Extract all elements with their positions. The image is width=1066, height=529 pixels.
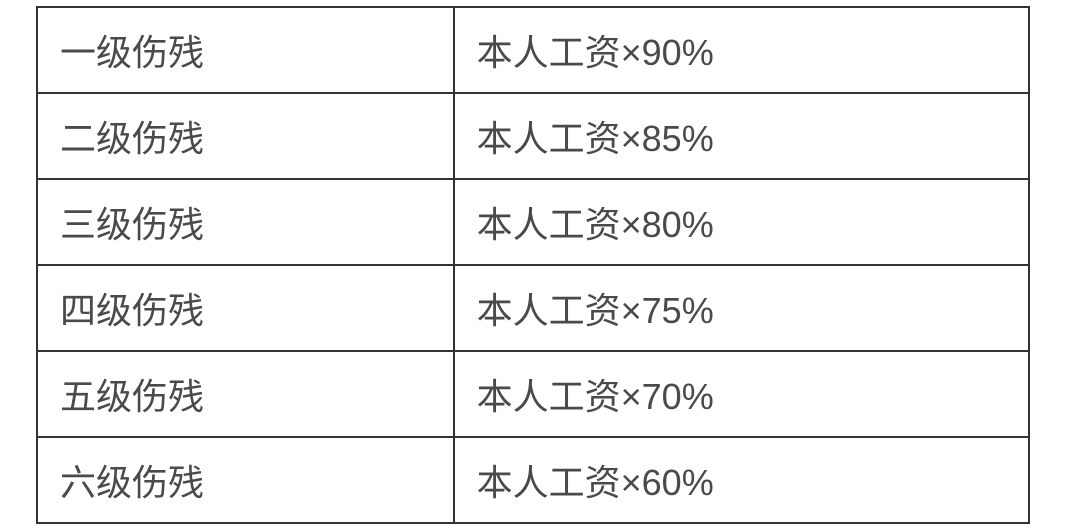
compensation-cell: 本人工资×85% bbox=[454, 93, 1029, 179]
table-row: 一级伤残 本人工资×90% bbox=[37, 7, 1029, 93]
compensation-cell: 本人工资×80% bbox=[454, 179, 1029, 265]
compensation-cell: 本人工资×75% bbox=[454, 265, 1029, 351]
table-row: 六级伤残 本人工资×60% bbox=[37, 437, 1029, 523]
level-cell: 一级伤残 bbox=[37, 7, 454, 93]
level-cell: 四级伤残 bbox=[37, 265, 454, 351]
compensation-cell: 本人工资×60% bbox=[454, 437, 1029, 523]
level-cell: 二级伤残 bbox=[37, 93, 454, 179]
table-row: 三级伤残 本人工资×80% bbox=[37, 179, 1029, 265]
table-row: 五级伤残 本人工资×70% bbox=[37, 351, 1029, 437]
table-row: 四级伤残 本人工资×75% bbox=[37, 265, 1029, 351]
compensation-cell: 本人工资×70% bbox=[454, 351, 1029, 437]
level-cell: 六级伤残 bbox=[37, 437, 454, 523]
table-row: 二级伤残 本人工资×85% bbox=[37, 93, 1029, 179]
level-cell: 三级伤残 bbox=[37, 179, 454, 265]
level-cell: 五级伤残 bbox=[37, 351, 454, 437]
disability-compensation-table: 一级伤残 本人工资×90% 二级伤残 本人工资×85% 三级伤残 本人工资×80… bbox=[36, 6, 1030, 524]
compensation-cell: 本人工资×90% bbox=[454, 7, 1029, 93]
